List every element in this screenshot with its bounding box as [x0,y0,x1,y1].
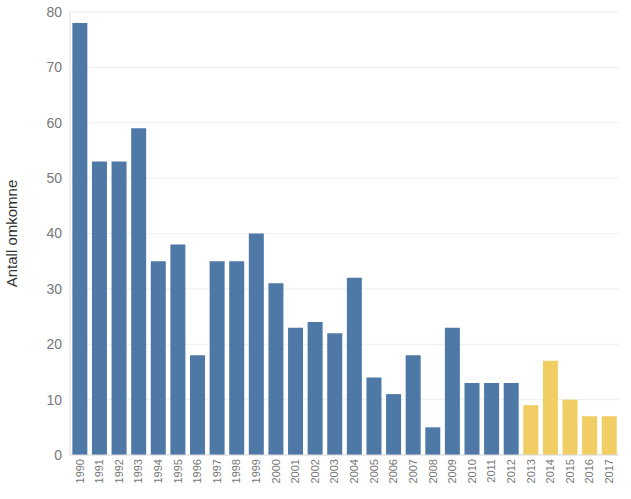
svg-text:2016: 2016 [583,459,595,483]
svg-text:1992: 1992 [113,459,125,483]
svg-text:10: 10 [46,392,62,408]
svg-text:50: 50 [46,170,62,186]
svg-text:0: 0 [54,447,62,463]
svg-text:2015: 2015 [564,459,576,483]
svg-text:2006: 2006 [387,459,399,483]
svg-text:2003: 2003 [329,459,341,483]
svg-text:2009: 2009 [446,459,458,483]
svg-text:70: 70 [46,59,62,75]
svg-text:2010: 2010 [466,459,478,483]
svg-text:1994: 1994 [152,459,164,483]
svg-text:30: 30 [46,281,62,297]
svg-text:1995: 1995 [172,459,184,483]
svg-text:Antall omkomne: Antall omkomne [8,180,20,288]
svg-text:2013: 2013 [525,459,537,483]
svg-text:2011: 2011 [485,459,497,483]
svg-text:1999: 1999 [250,459,262,483]
svg-text:2012: 2012 [505,459,517,483]
svg-text:1997: 1997 [211,459,223,483]
svg-text:2005: 2005 [368,459,380,483]
svg-text:1990: 1990 [74,459,86,483]
svg-text:2004: 2004 [348,459,360,483]
svg-text:2002: 2002 [309,459,321,483]
svg-text:2014: 2014 [544,459,556,483]
svg-text:1993: 1993 [132,459,144,483]
svg-text:2017: 2017 [603,459,615,483]
svg-text:40: 40 [46,225,62,241]
svg-text:2007: 2007 [407,459,419,483]
svg-text:1991: 1991 [93,459,105,483]
svg-text:1996: 1996 [191,459,203,483]
svg-text:2001: 2001 [289,459,301,483]
svg-text:60: 60 [46,115,62,131]
svg-text:80: 80 [46,4,62,20]
svg-text:2008: 2008 [427,459,439,483]
svg-text:20: 20 [46,336,62,352]
svg-text:2000: 2000 [270,459,282,483]
svg-text:1998: 1998 [230,459,242,483]
